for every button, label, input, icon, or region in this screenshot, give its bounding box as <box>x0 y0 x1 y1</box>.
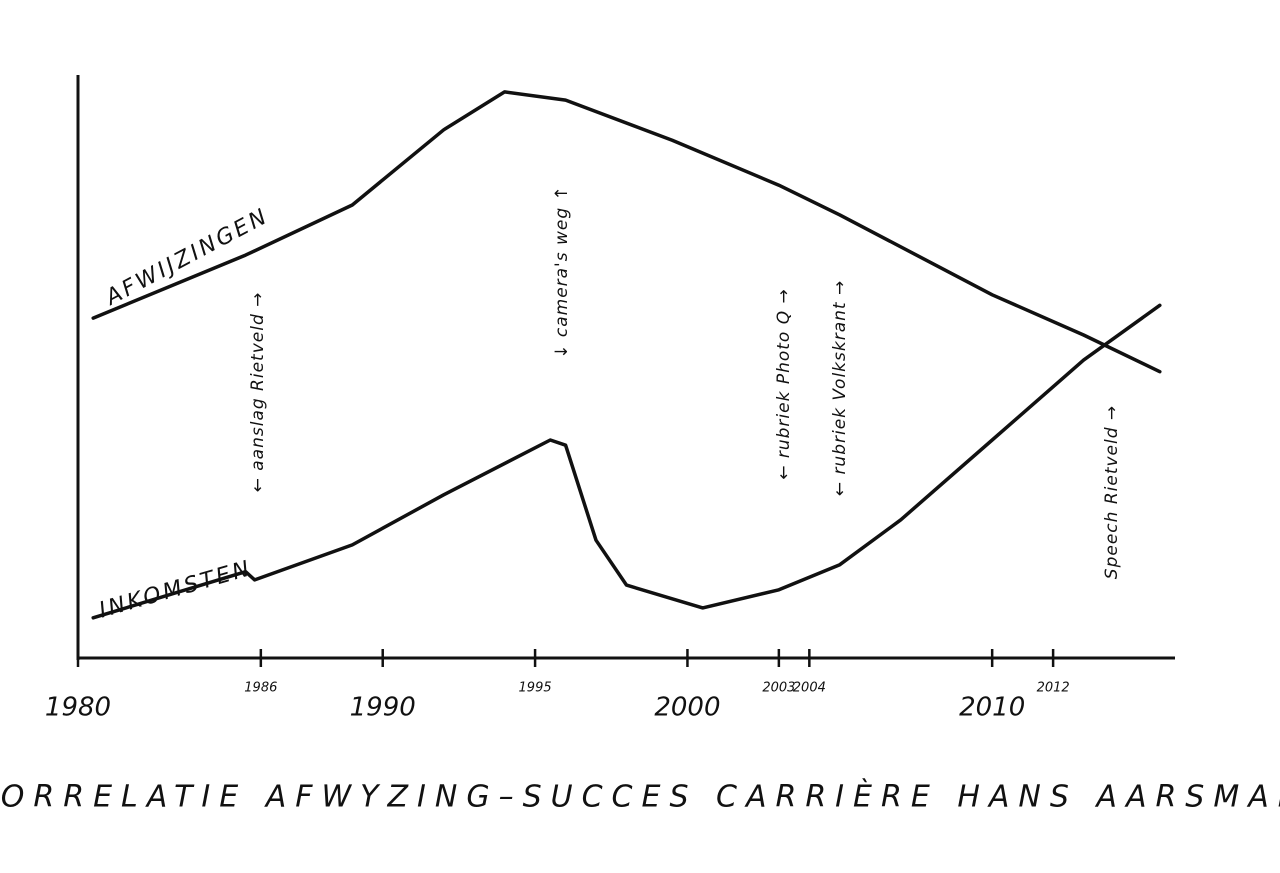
x-tick-label: 2010 <box>959 693 1025 723</box>
x-tick-label: 1995 <box>519 681 552 696</box>
series-label: INKOMSTEN <box>96 556 255 624</box>
x-tick-label: 2004 <box>793 681 826 696</box>
chart-title: CORRELATIE AFWYZING–SUCCES CARRIÈRE HANS… <box>0 779 1280 815</box>
x-tick-label: 2000 <box>654 693 720 723</box>
annotation: ← rubriek Photo Q → <box>774 288 794 480</box>
x-tick-label: 1980 <box>45 693 111 723</box>
line <box>91 90 1162 374</box>
x-tick-label: 2003 <box>762 681 795 696</box>
annotation: ↓ camera's weg ↑ <box>552 185 572 359</box>
annotation: ← rubriek Volkskrant → <box>830 280 850 496</box>
annotation: Speech Rietveld → <box>1102 405 1122 579</box>
x-tick-label: 2012 <box>1037 681 1070 696</box>
line <box>91 303 1162 620</box>
x-tick-label: 1990 <box>350 693 416 723</box>
x-tick-label: 1986 <box>244 681 277 696</box>
annotation: ← aanslag Rietveld → <box>248 292 268 493</box>
